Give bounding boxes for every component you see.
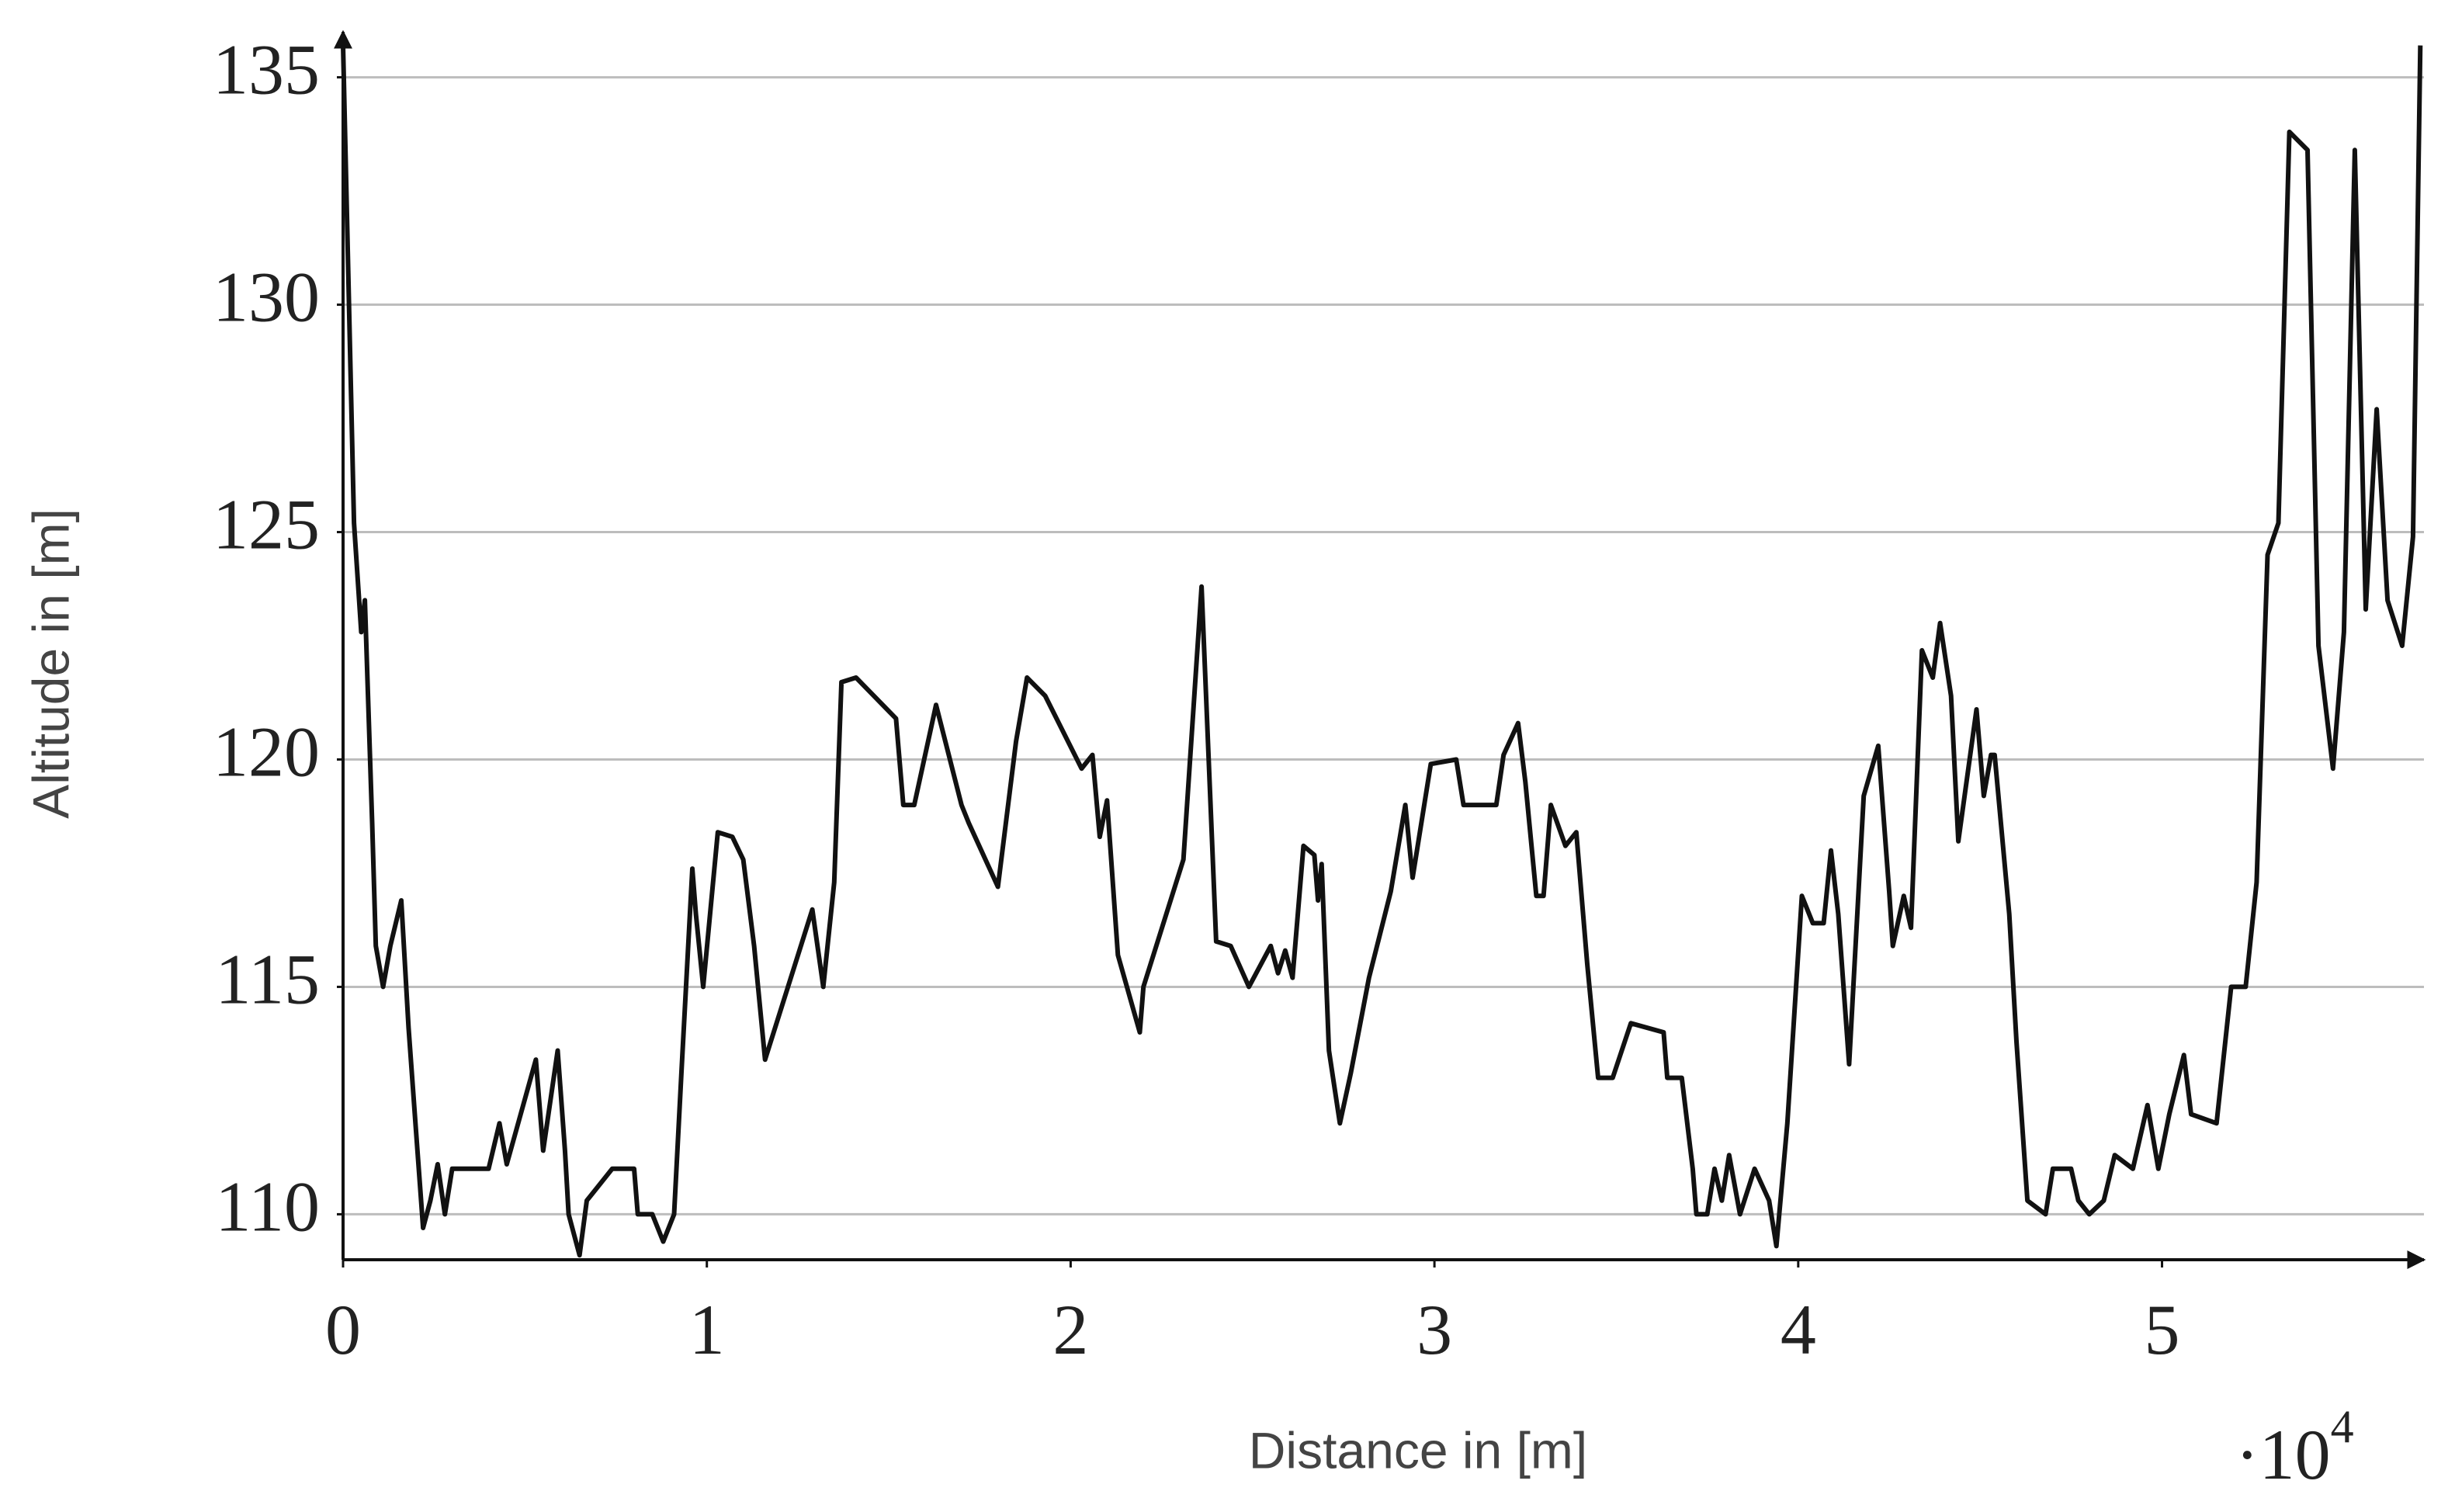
y-tick-label: 125 [213,485,320,564]
y-tick-label: 135 [213,30,320,109]
x-multiplier-exponent: 4 [2331,1401,2354,1452]
x-axis-label: Distance in [m] [1249,1421,1587,1479]
x-tick-label: 5 [2145,1290,2180,1369]
y-tick-label: 115 [215,940,320,1019]
x-tick-label: 3 [1416,1290,1452,1369]
line [341,45,2423,1258]
x-tick-label: 4 [1781,1290,1816,1369]
y-tick-label: 120 [213,713,320,792]
y-axis-label: Altitude in [m] [22,508,79,819]
x-multiplier: ·104 [2235,1401,2354,1494]
y-tick-label: 130 [213,258,320,337]
x-tick-label: 2 [1052,1290,1088,1369]
x-tick-label: 0 [325,1290,361,1369]
y-tick-label: 110 [215,1167,320,1247]
x-tick-label: 1 [689,1290,725,1369]
x-multiplier-base: ·10 [2235,1415,2331,1494]
